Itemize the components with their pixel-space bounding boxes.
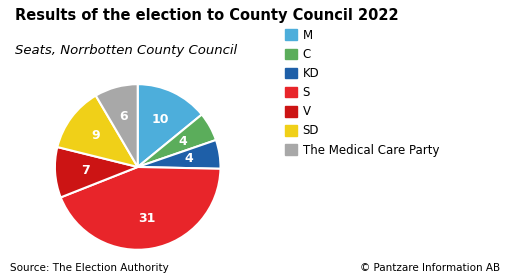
Wedge shape (137, 84, 202, 167)
Wedge shape (137, 140, 220, 169)
Wedge shape (61, 167, 220, 250)
Wedge shape (55, 147, 137, 197)
Wedge shape (57, 95, 137, 167)
Text: Seats, Norrbotten County Council: Seats, Norrbotten County Council (15, 44, 237, 57)
Text: 6: 6 (120, 110, 128, 123)
Legend: M, C, KD, S, V, SD, The Medical Care Party: M, C, KD, S, V, SD, The Medical Care Par… (281, 25, 442, 160)
Text: 4: 4 (179, 135, 187, 148)
Text: Results of the election to County Council 2022: Results of the election to County Counci… (15, 8, 398, 23)
Text: Source: The Election Authority: Source: The Election Authority (10, 263, 168, 273)
Text: 31: 31 (138, 212, 155, 225)
Wedge shape (137, 115, 215, 167)
Text: © Pantzare Information AB: © Pantzare Information AB (359, 263, 499, 273)
Text: 7: 7 (81, 164, 90, 177)
Text: 4: 4 (184, 152, 193, 165)
Text: 10: 10 (151, 113, 168, 126)
Text: 9: 9 (92, 129, 100, 142)
Wedge shape (96, 84, 137, 167)
